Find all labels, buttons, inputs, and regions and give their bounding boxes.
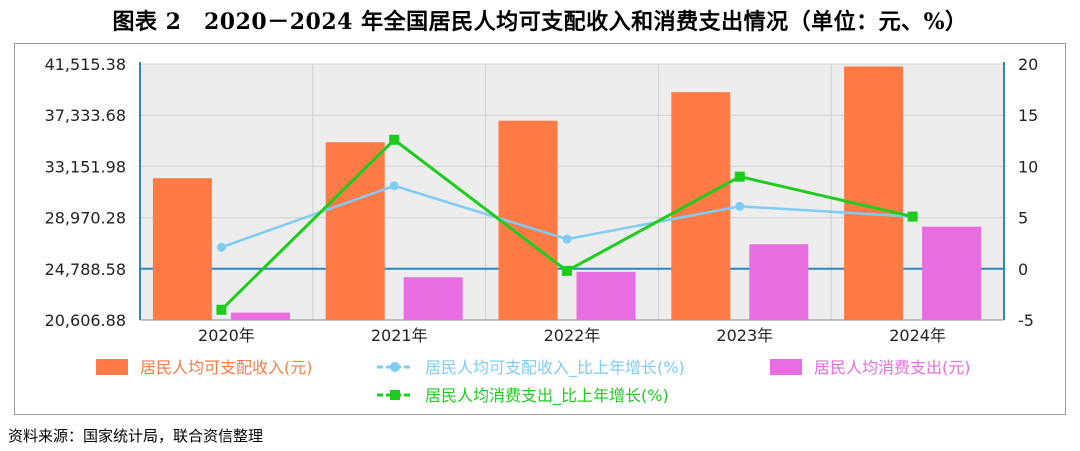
x-tick-label: 2022年 xyxy=(544,326,601,345)
bar-income xyxy=(844,66,904,320)
income-growth-point xyxy=(735,201,745,211)
y-right-tick-label: 15 xyxy=(1018,106,1038,125)
legend-consumption-label: 居民人均消费支出(元) xyxy=(814,358,971,377)
consumption-growth-point xyxy=(734,171,745,182)
bar-consumption xyxy=(749,244,809,320)
y-left-tick-label: 37,333.68 xyxy=(45,106,126,125)
chart-title: 图表 2 2020－2024 年全国居民人均可支配收入和消费支出情况（单位：元、… xyxy=(112,9,968,35)
y-left-tick-label: 28,970.28 xyxy=(45,209,126,228)
income-growth-point xyxy=(562,234,572,244)
y-right-tick-label: -5 xyxy=(1018,311,1034,330)
bar-income xyxy=(671,92,731,320)
legend-income-growth-label: 居民人均可支配收入_比上年增长(%) xyxy=(425,358,685,378)
x-tick-label: 2020年 xyxy=(198,326,255,345)
legend-income-growth-swatch-marker xyxy=(390,362,400,372)
income-growth-point xyxy=(216,242,226,252)
y-left-tick-label: 41,515.38 xyxy=(45,55,126,74)
source-note: 资料来源：国家统计局，联合资信整理 xyxy=(8,427,264,445)
y-left-tick-label: 24,788.58 xyxy=(45,260,126,279)
y-right-tick-label: 5 xyxy=(1018,209,1028,228)
y-right-tick-label: 20 xyxy=(1018,55,1038,74)
y-left-tick-label: 20,606.88 xyxy=(45,311,126,330)
consumption-growth-point xyxy=(562,265,572,276)
chart-frame xyxy=(14,43,1066,415)
x-tick-label: 2024年 xyxy=(889,326,946,345)
consumption-growth-point xyxy=(216,304,227,315)
bar-income xyxy=(152,178,212,320)
bar-consumption xyxy=(922,226,982,320)
income-growth-point xyxy=(389,181,399,191)
legend-income-swatch xyxy=(96,359,128,375)
y-left-tick-label: 33,151.98 xyxy=(45,157,126,176)
legend-consumption-growth-label: 居民人均消费支出_比上年增长(%) xyxy=(425,386,669,406)
bar-consumption xyxy=(576,271,636,320)
bar-consumption xyxy=(403,277,463,320)
x-tick-label: 2023年 xyxy=(716,326,773,345)
x-tick-label: 2021年 xyxy=(371,326,428,345)
consumption-growth-point xyxy=(907,211,918,222)
consumption-growth-point xyxy=(389,134,400,145)
bar-consumption xyxy=(230,312,290,320)
legend-income-label: 居民人均可支配收入(元) xyxy=(140,358,313,377)
bar-income xyxy=(325,142,385,320)
y-right-tick-label: 0 xyxy=(1018,260,1028,279)
legend-consumption-growth-swatch-marker xyxy=(390,390,400,400)
legend-consumption-swatch xyxy=(770,359,802,375)
y-right-tick-label: 10 xyxy=(1018,157,1038,176)
